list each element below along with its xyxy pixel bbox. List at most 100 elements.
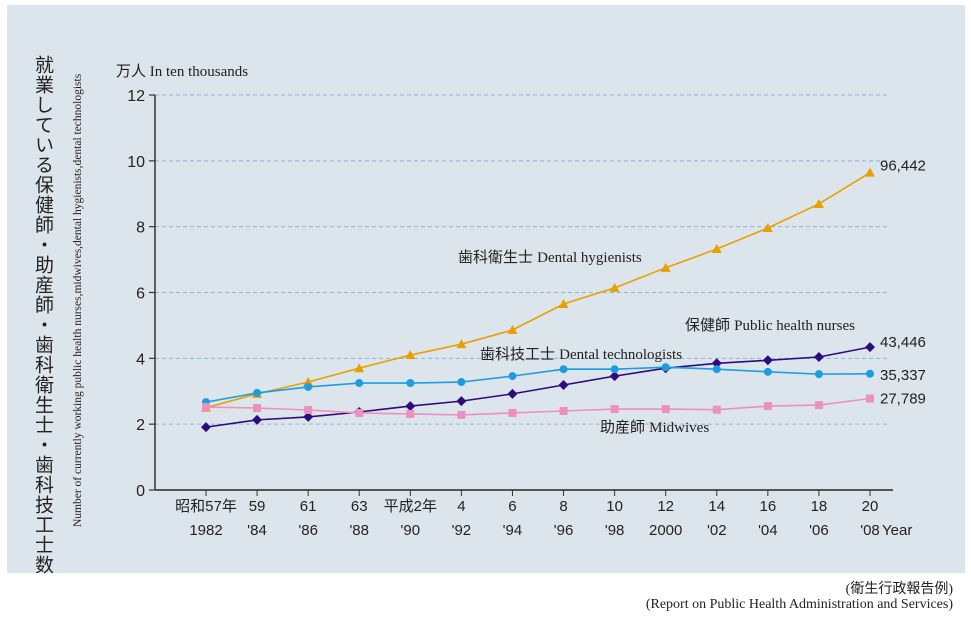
- x-tick-label-jp: 14: [708, 498, 725, 515]
- series-label: 助産師 Midwives: [600, 419, 709, 436]
- x-tick-label-jp: 8: [559, 498, 567, 515]
- y-axis-unit: 万人 In ten thousands: [116, 64, 249, 80]
- source-en: (Report on Public Health Administration …: [645, 597, 953, 612]
- series-label: 歯科技工士 Dental technologists: [480, 346, 682, 363]
- data-point-square: [559, 407, 568, 415]
- data-point-triangle: [711, 244, 722, 254]
- data-point-circle: [253, 388, 262, 397]
- data-point-circle: [814, 370, 823, 379]
- data-point-circle: [763, 367, 772, 376]
- x-tick-label: '06: [809, 522, 829, 539]
- y-tick-label: 2: [136, 417, 145, 434]
- data-point-circle: [355, 379, 364, 388]
- x-tick-label-jp: 12: [657, 498, 674, 515]
- series-line-3: [205, 397, 871, 416]
- data-point-square: [814, 401, 823, 410]
- y-tick-label: 6: [136, 286, 145, 303]
- x-tick-label-jp: 20: [862, 498, 879, 515]
- x-tick-label: 2000: [649, 522, 682, 539]
- x-tick-label: '02: [707, 522, 727, 539]
- x-tick-label: '84: [247, 522, 267, 539]
- data-point-triangle: [456, 339, 467, 349]
- x-tick-label-jp: 4: [457, 498, 465, 515]
- data-point-square: [457, 410, 466, 419]
- data-point-diamond: [303, 411, 314, 422]
- data-point-square: [355, 408, 364, 417]
- data-point-diamond: [201, 422, 211, 433]
- series-label: 保健師 Public health nurses: [685, 317, 855, 334]
- data-point-circle: [610, 365, 619, 374]
- x-axis-title: Year: [882, 522, 912, 539]
- data-point-diamond: [813, 352, 824, 363]
- data-point-square: [661, 405, 670, 414]
- data-point-triangle: [813, 198, 824, 208]
- data-point-diamond: [711, 358, 722, 369]
- series-label: 歯科衛生士 Dental hygienists: [458, 249, 642, 266]
- x-tick-label-jp: 18: [811, 498, 828, 515]
- data-point-diamond: [558, 379, 569, 390]
- x-tick-label-jp: 6: [508, 498, 516, 515]
- data-point-triangle: [865, 167, 875, 177]
- x-tick-label-jp: 平成2年: [384, 498, 437, 515]
- x-tick-label: '92: [452, 522, 472, 539]
- chart-panel: [7, 5, 965, 573]
- data-point-circle: [559, 365, 568, 374]
- data-point-diamond: [507, 388, 518, 399]
- data-point-square: [253, 404, 262, 413]
- data-point-triangle: [405, 350, 416, 360]
- x-tick-label-jp: 10: [606, 498, 623, 515]
- data-point-circle: [406, 379, 415, 388]
- data-point-square: [304, 406, 313, 415]
- data-point-square: [866, 394, 874, 403]
- data-point-triangle: [609, 282, 620, 292]
- x-tick-label-jp: 63: [351, 498, 368, 515]
- data-point-square: [406, 409, 415, 418]
- x-tick-label: '88: [349, 522, 369, 539]
- data-point-diamond: [252, 414, 263, 425]
- data-point-square: [610, 405, 619, 414]
- data-point-diamond: [456, 396, 467, 407]
- data-point-triangle: [354, 363, 365, 373]
- source-jp: (衛生行政報告例): [845, 582, 953, 597]
- x-tick-label: '98: [605, 522, 625, 539]
- series-line-0: [205, 172, 871, 409]
- y-tick-label: 12: [127, 88, 145, 105]
- data-point-circle: [866, 369, 874, 378]
- x-tick-label: '90: [401, 522, 421, 539]
- y-tick-label: 8: [136, 220, 145, 237]
- data-point-diamond: [865, 342, 875, 353]
- x-tick-label: 1982: [189, 522, 222, 539]
- data-point-triangle: [558, 299, 569, 309]
- data-point-circle: [457, 378, 466, 387]
- y-tick-label: 0: [136, 483, 145, 500]
- x-tick-label: '08: [860, 522, 880, 539]
- data-point-square: [712, 405, 721, 414]
- x-tick-label-jp: 16: [760, 498, 777, 515]
- data-point-circle: [508, 372, 517, 381]
- data-point-circle: [661, 363, 670, 372]
- data-point-triangle: [762, 222, 773, 232]
- x-tick-label: '86: [298, 522, 318, 539]
- end-value-label: 96,442: [880, 158, 926, 175]
- x-tick-label-jp: 59: [249, 498, 266, 515]
- series-line-2: [205, 366, 871, 403]
- data-point-diamond: [405, 401, 416, 412]
- data-point-triangle: [507, 325, 518, 335]
- end-value-label: 43,446: [880, 334, 926, 351]
- data-point-square: [508, 408, 517, 417]
- data-point-diamond: [762, 355, 773, 366]
- data-point-diamond: [609, 371, 620, 382]
- x-tick-label-jp: 61: [300, 498, 317, 515]
- data-point-square: [202, 403, 210, 412]
- data-point-square: [763, 402, 772, 411]
- end-value-label: 27,789: [880, 390, 926, 407]
- x-tick-label: '04: [758, 522, 778, 539]
- data-point-circle: [712, 365, 721, 374]
- y-tick-label: 10: [127, 154, 145, 171]
- x-tick-label-jp: 昭和57年: [175, 498, 237, 515]
- end-value-label: 35,337: [880, 367, 926, 384]
- x-tick-label: '96: [554, 522, 574, 539]
- y-tick-label: 4: [136, 351, 145, 368]
- data-point-triangle: [303, 377, 314, 387]
